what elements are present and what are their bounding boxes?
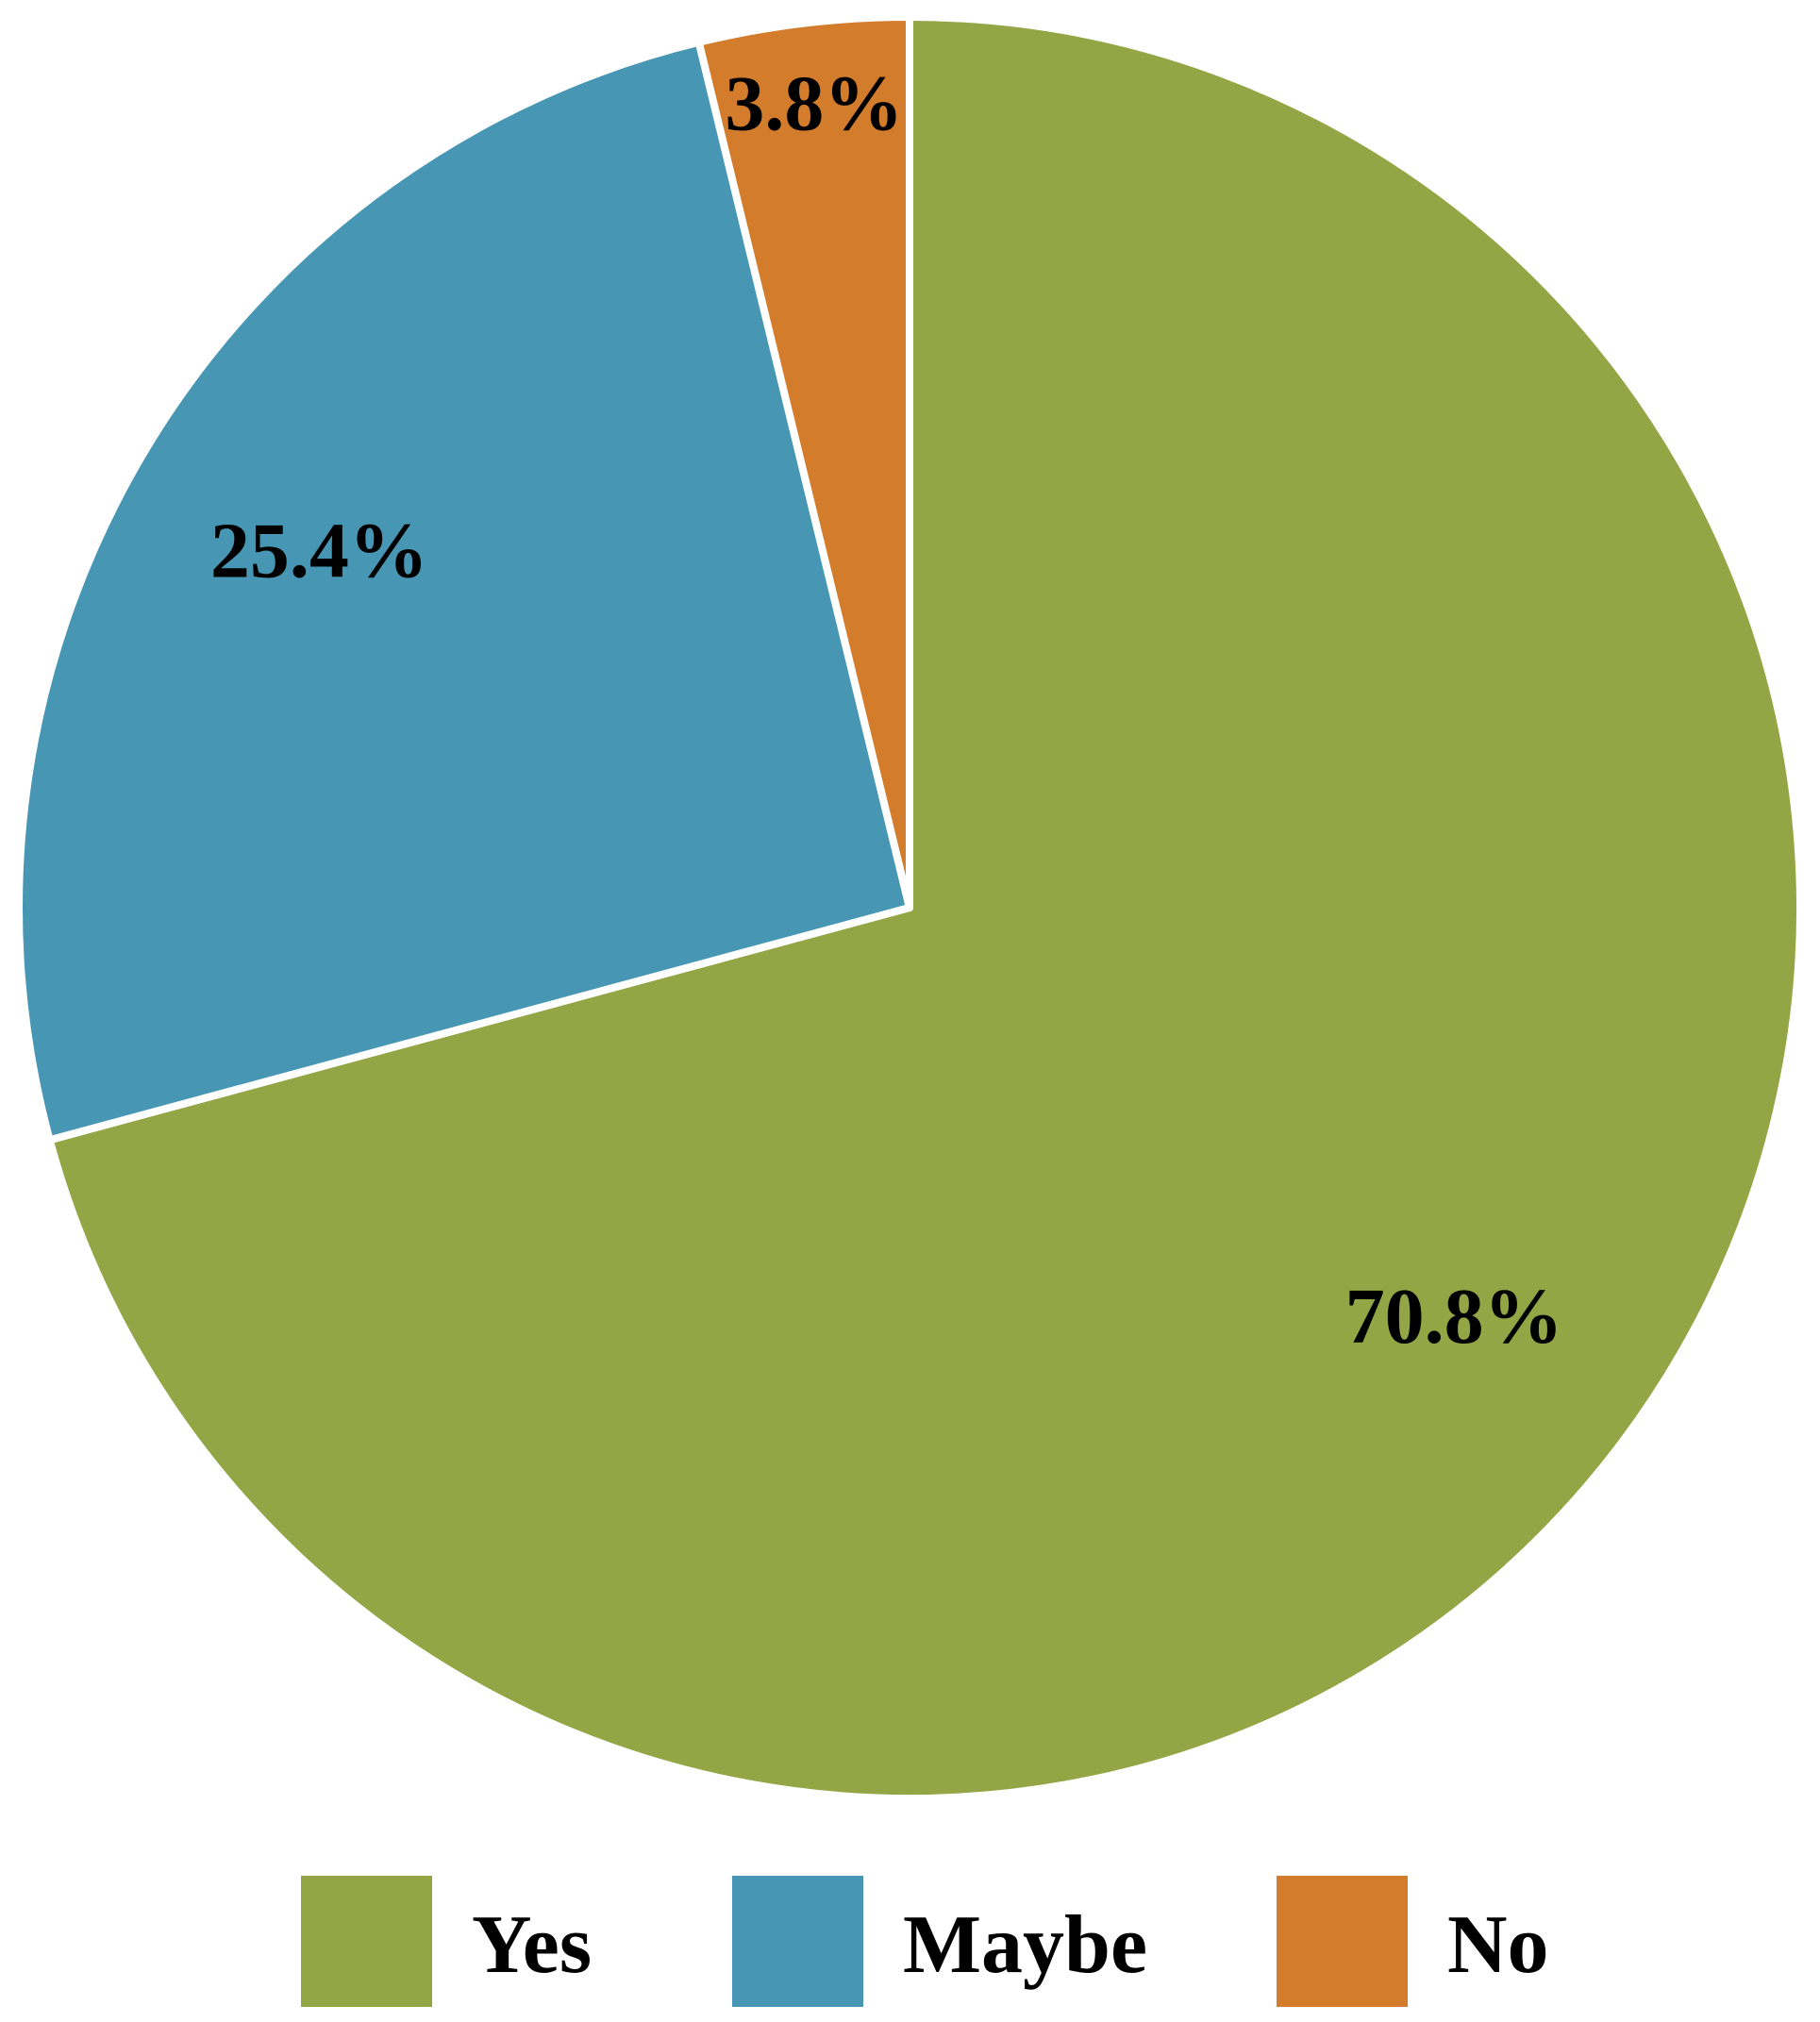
legend-swatch (1277, 1876, 1408, 2007)
data-label: 3.8% (725, 60, 903, 148)
legend-label: Maybe (903, 1899, 1147, 1991)
legend-swatch (732, 1876, 863, 2007)
data-label: 25.4% (210, 507, 428, 594)
pie-slice (694, 13, 913, 911)
data-label: 70.8% (1345, 1273, 1563, 1361)
legend-label: No (1447, 1899, 1549, 1991)
legend-swatch (301, 1876, 432, 2007)
pie-slice (45, 13, 1804, 1802)
pie-slice (15, 38, 913, 1145)
legend-label: Yes (472, 1899, 592, 1991)
